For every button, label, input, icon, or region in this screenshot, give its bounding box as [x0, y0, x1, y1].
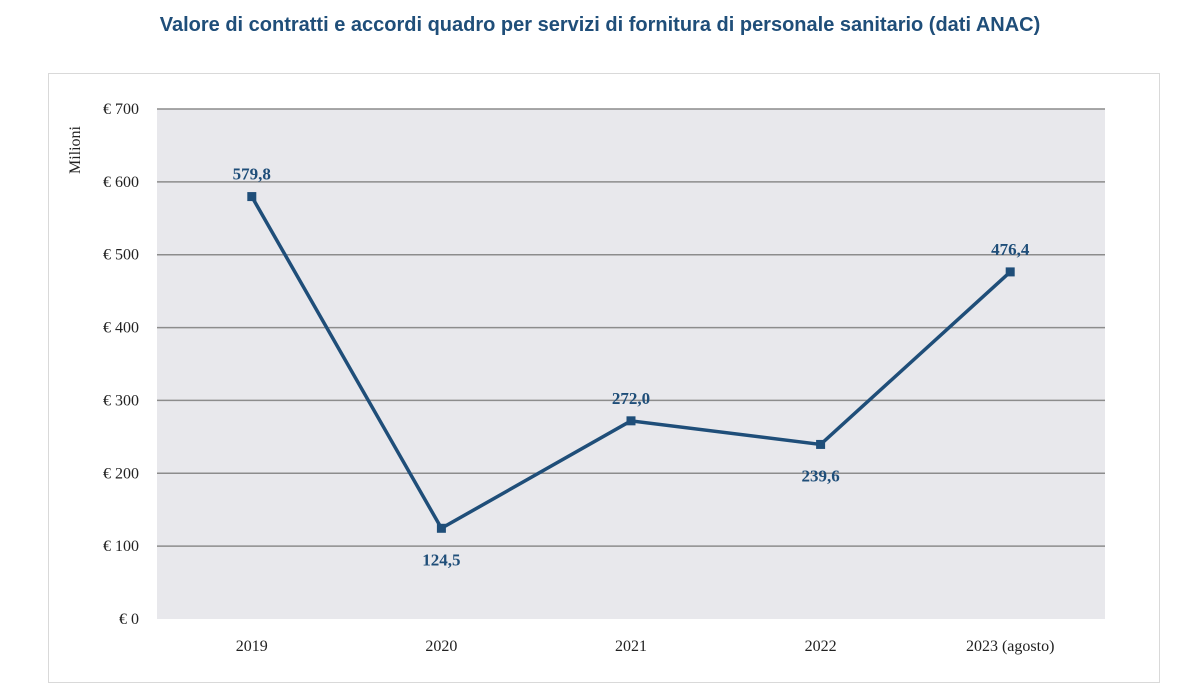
- data-label: 579,8: [233, 165, 271, 184]
- y-tick-label: € 100: [103, 538, 139, 555]
- data-label: 272,0: [612, 389, 650, 408]
- y-tick-label: € 600: [103, 174, 139, 191]
- plot-area: [157, 109, 1105, 619]
- x-tick-label: 2023 (agosto): [966, 638, 1054, 655]
- data-label: 476,4: [991, 240, 1030, 259]
- y-tick-label: € 200: [103, 465, 139, 482]
- y-tick-label: € 300: [103, 392, 139, 409]
- x-tick-label: 2021: [615, 638, 647, 655]
- data-point: [626, 416, 636, 426]
- y-tick-label: € 500: [103, 247, 139, 264]
- y-tick-label: € 0: [119, 611, 139, 628]
- data-point: [816, 439, 826, 449]
- y-axis-label: Milioni: [67, 125, 84, 174]
- data-point: [436, 523, 446, 533]
- y-tick-label: € 400: [103, 320, 139, 337]
- chart-title: Valore di contratti e accordi quadro per…: [159, 14, 1041, 36]
- data-label: 124,5: [422, 550, 460, 569]
- data-point: [247, 192, 257, 202]
- x-tick-label: 2020: [425, 638, 457, 655]
- x-tick-label: 2019: [236, 638, 268, 655]
- x-tick-label: 2022: [805, 638, 837, 655]
- data-label: 239,6: [801, 466, 839, 485]
- data-point: [1005, 267, 1015, 277]
- y-tick-label: € 700: [103, 101, 139, 118]
